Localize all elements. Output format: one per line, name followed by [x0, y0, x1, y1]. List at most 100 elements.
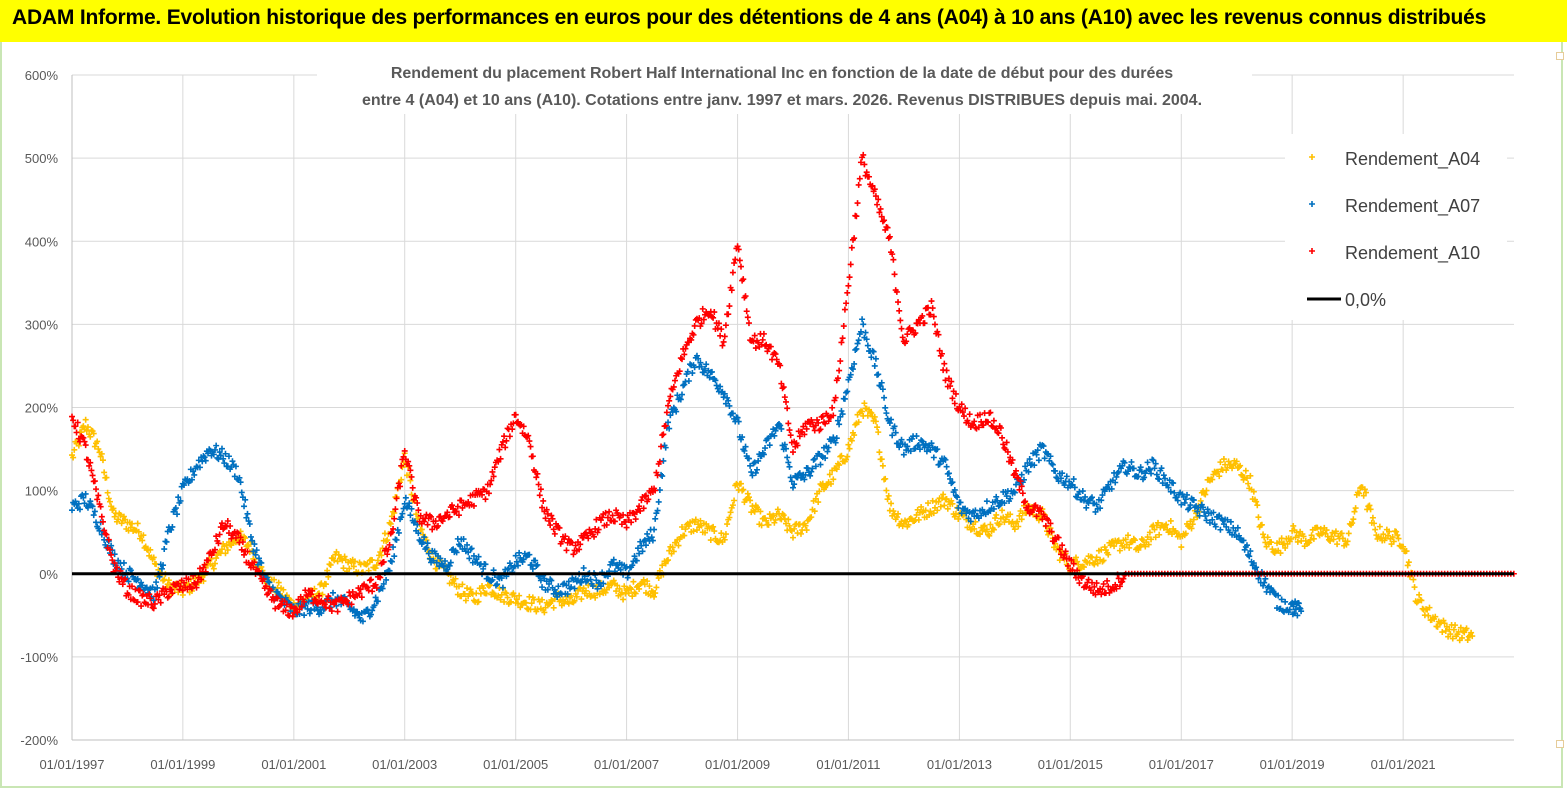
rendement-a07-point: [1025, 468, 1032, 475]
rendement-a07-point: [783, 445, 790, 452]
rendement-a07-point: [838, 408, 845, 415]
rendement-a10-point: [945, 375, 952, 382]
rendement-a04-point: [1178, 544, 1185, 551]
y-tick-label: 300%: [25, 317, 59, 332]
rendement-a10-point: [787, 432, 794, 439]
rendement-a10-point: [599, 514, 606, 521]
rendement-a07-point: [748, 469, 755, 476]
rendement-a10-point: [179, 587, 186, 594]
rendement-a10-point: [428, 513, 435, 520]
x-tick-label: 01/01/1999: [150, 757, 215, 772]
rendement-a07-point: [512, 552, 519, 559]
rendement-a10-point: [595, 526, 602, 533]
rendement-a07-point: [1294, 612, 1301, 619]
rendement-a04-point: [837, 453, 844, 460]
rendement-a07-point: [1224, 516, 1231, 523]
rendement-a04-point: [708, 524, 715, 531]
rendement-a07-point: [772, 427, 779, 434]
rendement-a04-point: [1276, 539, 1283, 546]
rendement-a07-point: [587, 576, 594, 583]
rendement-a04-point: [546, 601, 553, 608]
rendement-a04-point: [665, 557, 672, 564]
rendement-a04-point: [1233, 458, 1240, 465]
rendement-a04-point: [937, 503, 944, 510]
rendement-a10-point: [453, 508, 460, 515]
rendement-a04-point: [459, 581, 466, 588]
rendement-a10-point: [1042, 522, 1049, 529]
rendement-a07-point: [520, 556, 527, 563]
rendement-a07-point: [76, 506, 83, 513]
rendement-a07-point: [251, 541, 258, 548]
rendement-a04-point: [740, 486, 747, 493]
rendement-a10-point: [696, 315, 703, 322]
rendement-a07-point: [466, 555, 473, 562]
rendement-a04-point: [1463, 625, 1470, 632]
rendement-a04-point: [383, 538, 390, 545]
rendement-a07-point: [785, 459, 792, 466]
rendement-a10-point: [779, 385, 786, 392]
rendement-a07-point: [943, 463, 950, 470]
rendement-a07-point: [440, 563, 447, 570]
resize-handle[interactable]: [1556, 740, 1564, 748]
rendement-a04-point: [763, 517, 770, 524]
resize-handle[interactable]: [1556, 52, 1564, 60]
rendement-a07-point: [957, 499, 964, 506]
rendement-a10-point: [285, 612, 292, 619]
y-tick-label: 400%: [25, 234, 59, 249]
rendement-a07-point: [777, 422, 784, 429]
rendement-a10-point: [238, 546, 245, 553]
rendement-a10-point: [1070, 560, 1077, 567]
rendement-a07-point: [1141, 474, 1148, 481]
rendement-a07-point: [154, 584, 161, 591]
rendement-a04-point: [280, 586, 287, 593]
rendement-a07-point: [1250, 560, 1257, 567]
rendement-a07-point: [120, 559, 127, 566]
rendement-a10-point: [772, 351, 779, 358]
rendement-a10-point: [120, 576, 127, 583]
rendement-a10-point: [91, 478, 98, 485]
rendement-a07-point: [654, 507, 661, 514]
rendement-a07-point: [1099, 492, 1106, 499]
rendement-a10-point: [1003, 439, 1010, 446]
rendement-a04-point: [1139, 537, 1146, 544]
x-tick-label: 01/01/2003: [372, 757, 437, 772]
rendement-a10-point: [482, 496, 489, 503]
rendement-a10-point: [841, 306, 848, 313]
rendement-a04-point: [610, 577, 617, 584]
rendement-a04-point: [139, 537, 146, 544]
rendement-a10-point: [688, 336, 695, 343]
rendement-a04-point: [111, 513, 118, 520]
rendement-a10-point: [298, 603, 305, 610]
rendement-a04-point: [797, 530, 804, 537]
rendement-a04-point: [1148, 536, 1155, 543]
rendement-a10-point: [86, 462, 93, 469]
rendement-a07-point: [246, 520, 253, 527]
rendement-a04-point: [1464, 637, 1471, 644]
rendement-a10-point: [1055, 534, 1062, 541]
rendement-a10-point: [1113, 585, 1120, 592]
rendement-a04-point: [613, 588, 620, 595]
rendement-a07-point: [1240, 537, 1247, 544]
rendement-a10-point: [89, 472, 96, 479]
rendement-a07-point: [629, 562, 636, 569]
rendement-a10-point: [919, 312, 926, 319]
rendement-a07-point: [1171, 489, 1178, 496]
rendement-a04-point: [1260, 531, 1267, 538]
rendement-a04-point: [1185, 523, 1192, 530]
rendement-a10-point: [591, 533, 598, 540]
rendement-a07-point: [830, 434, 837, 441]
rendement-a04-point: [1366, 502, 1373, 509]
rendement-a07-point: [1053, 474, 1060, 481]
rendement-a07-point: [677, 396, 684, 403]
rendement-a04-point: [213, 555, 220, 562]
rendement-a04-point: [84, 424, 91, 431]
rendement-a10-point: [929, 305, 936, 312]
rendement-a10-point: [150, 605, 157, 612]
rendement-a07-point: [644, 530, 651, 537]
rendement-a07-point: [1203, 517, 1210, 524]
rendement-a07-point: [1202, 513, 1209, 520]
rendement-a07-point: [442, 558, 449, 565]
rendement-a10-point: [844, 289, 851, 296]
rendement-a07-point: [1206, 519, 1213, 526]
rendement-a10-point: [435, 522, 442, 529]
